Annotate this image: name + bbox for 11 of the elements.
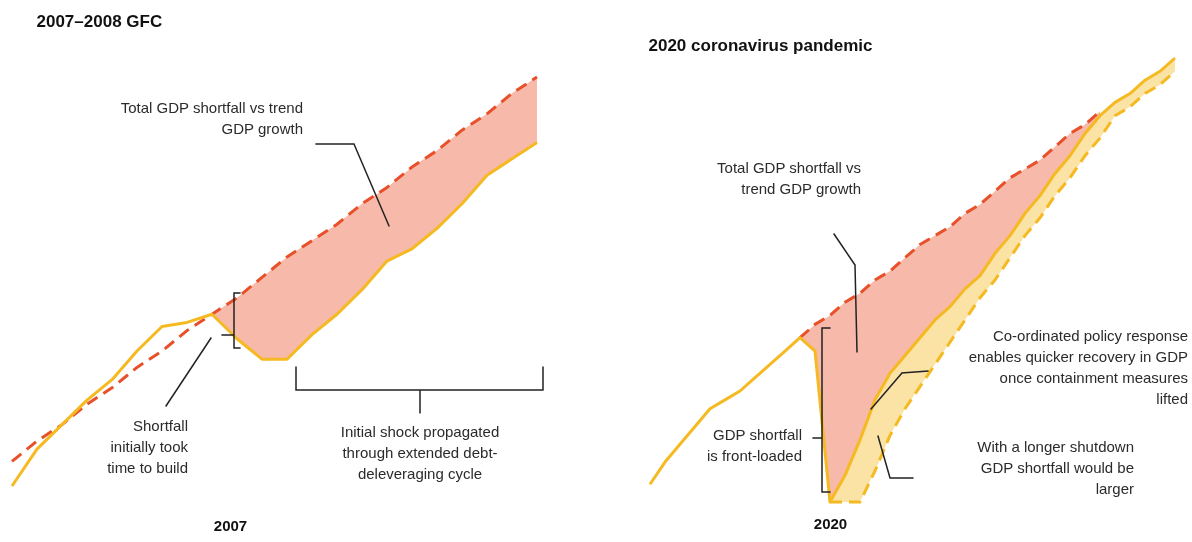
annotation: Co-ordinated policy response enables quicker recovery in GDP once containment measures lifted xyxy=(968,327,1188,407)
annotation: Shortfall initially took time to build xyxy=(107,417,189,476)
annotation: GDP shortfall is front-loaded xyxy=(706,426,802,464)
x-axis-title: 2007 xyxy=(213,516,248,534)
chart-title: 2007–2008 GFC xyxy=(36,11,163,31)
annotation: With a longer shutdown GDP shortfall would be larger xyxy=(977,438,1134,497)
annotation: Initial shock propagated through extended debt- deleveraging cycle xyxy=(340,423,500,482)
annotation: Total GDP shortfall vs trend GDP growth xyxy=(120,99,303,137)
annotation: Total GDP shortfall vs trend GDP growth xyxy=(717,159,861,197)
chart-title: 2020 coronavirus pandemic xyxy=(648,35,873,55)
x-axis-title: 2020 xyxy=(813,514,848,532)
